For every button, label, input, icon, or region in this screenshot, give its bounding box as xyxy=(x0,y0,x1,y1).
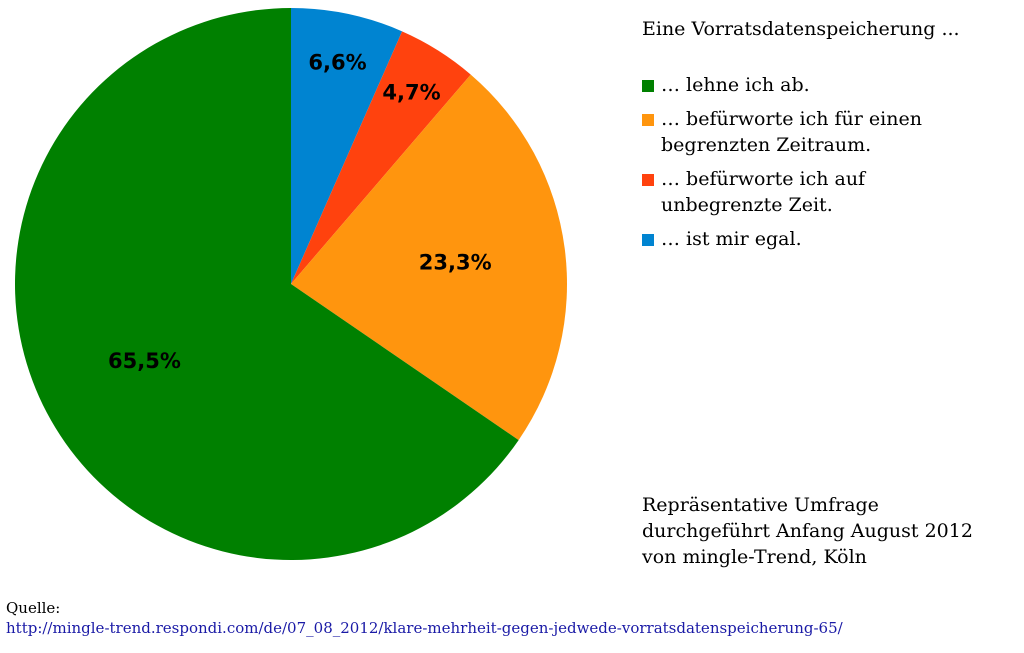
legend-title: Eine Vorratsdatenspeicherung ... xyxy=(642,18,960,40)
slice-value-label: 65,5% xyxy=(108,349,181,373)
pie-slice xyxy=(14,8,519,560)
pie-slice xyxy=(291,8,403,284)
legend-item-unbegrenzt: … befürworte ich auf unbegrenzte Zeit. xyxy=(642,166,1012,218)
legend-item-lehne-ab: … lehne ich ab. xyxy=(642,72,1012,98)
legend-item-label: … ist mir egal. xyxy=(661,228,802,250)
legend-swatch-blue xyxy=(642,234,654,246)
legend-swatch-red xyxy=(642,174,654,186)
slice-value-label: 23,3% xyxy=(419,250,492,274)
slice-value-label: 6,6% xyxy=(308,51,366,75)
legend-swatch-green xyxy=(642,80,654,92)
source-link[interactable]: http://mingle-trend.respondi.com/de/07_0… xyxy=(6,619,843,637)
pie-chart: 6,6% 4,7% 23,3% 65,5% xyxy=(14,8,568,560)
legend: Eine Vorratsdatenspeicherung ... … lehne… xyxy=(642,16,1012,260)
legend-item-label: … befürworte ich für einen begrenzten Ze… xyxy=(661,108,922,156)
slice-value-label: 4,7% xyxy=(382,80,440,104)
survey-note: Repräsentative Umfrage durchgeführt Anfa… xyxy=(642,494,973,568)
pie-slice xyxy=(291,74,568,441)
legend-item-label: … lehne ich ab. xyxy=(661,74,810,96)
source: Quelle: http://mingle-trend.respondi.com… xyxy=(6,598,843,638)
pie-slice xyxy=(291,31,471,285)
source-label: Quelle: xyxy=(6,599,61,617)
legend-item-label: … befürworte ich auf unbegrenzte Zeit. xyxy=(661,168,866,216)
legend-swatch-orange xyxy=(642,114,654,126)
legend-item-egal: … ist mir egal. xyxy=(642,226,1012,252)
legend-item-begrenzt: … befürworte ich für einen begrenzten Ze… xyxy=(642,106,1012,158)
